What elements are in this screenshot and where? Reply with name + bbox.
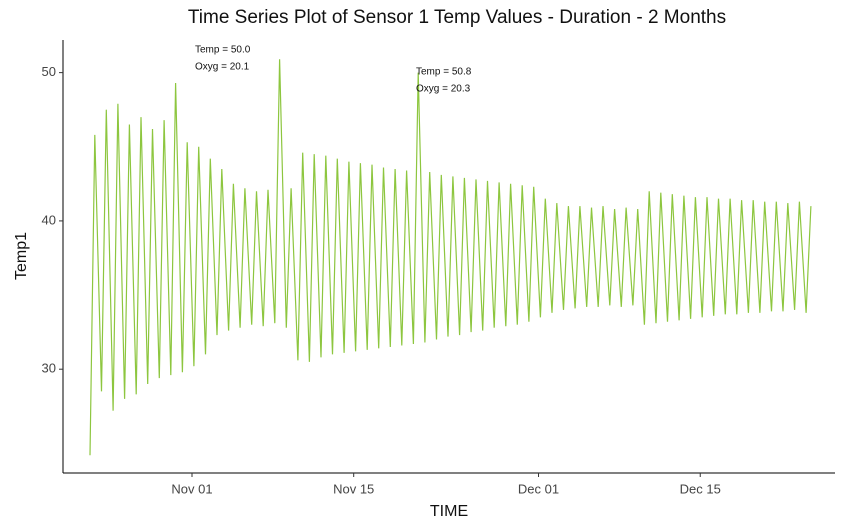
x-tick-label: Dec 15 [680, 481, 721, 496]
chart-title: Time Series Plot of Sensor 1 Temp Values… [188, 7, 726, 28]
y-tick-label: 30 [42, 361, 56, 376]
annotation: Temp = 50.0 [195, 45, 251, 56]
y-tick-label: 40 [42, 212, 56, 227]
x-axis-label: TIME [430, 503, 468, 520]
y-tick-label: 50 [42, 64, 56, 79]
data-line [89, 59, 812, 456]
x-tick-label: Dec 01 [518, 481, 559, 496]
annotation: Oxyg = 20.1 [195, 62, 250, 73]
x-tick-label: Nov 01 [171, 481, 212, 496]
annotation: Temp = 50.8 [416, 67, 472, 78]
annotation: Oxyg = 20.3 [416, 84, 471, 95]
x-tick-label: Nov 15 [333, 481, 374, 496]
y-axis-label: Temp1 [13, 232, 30, 280]
